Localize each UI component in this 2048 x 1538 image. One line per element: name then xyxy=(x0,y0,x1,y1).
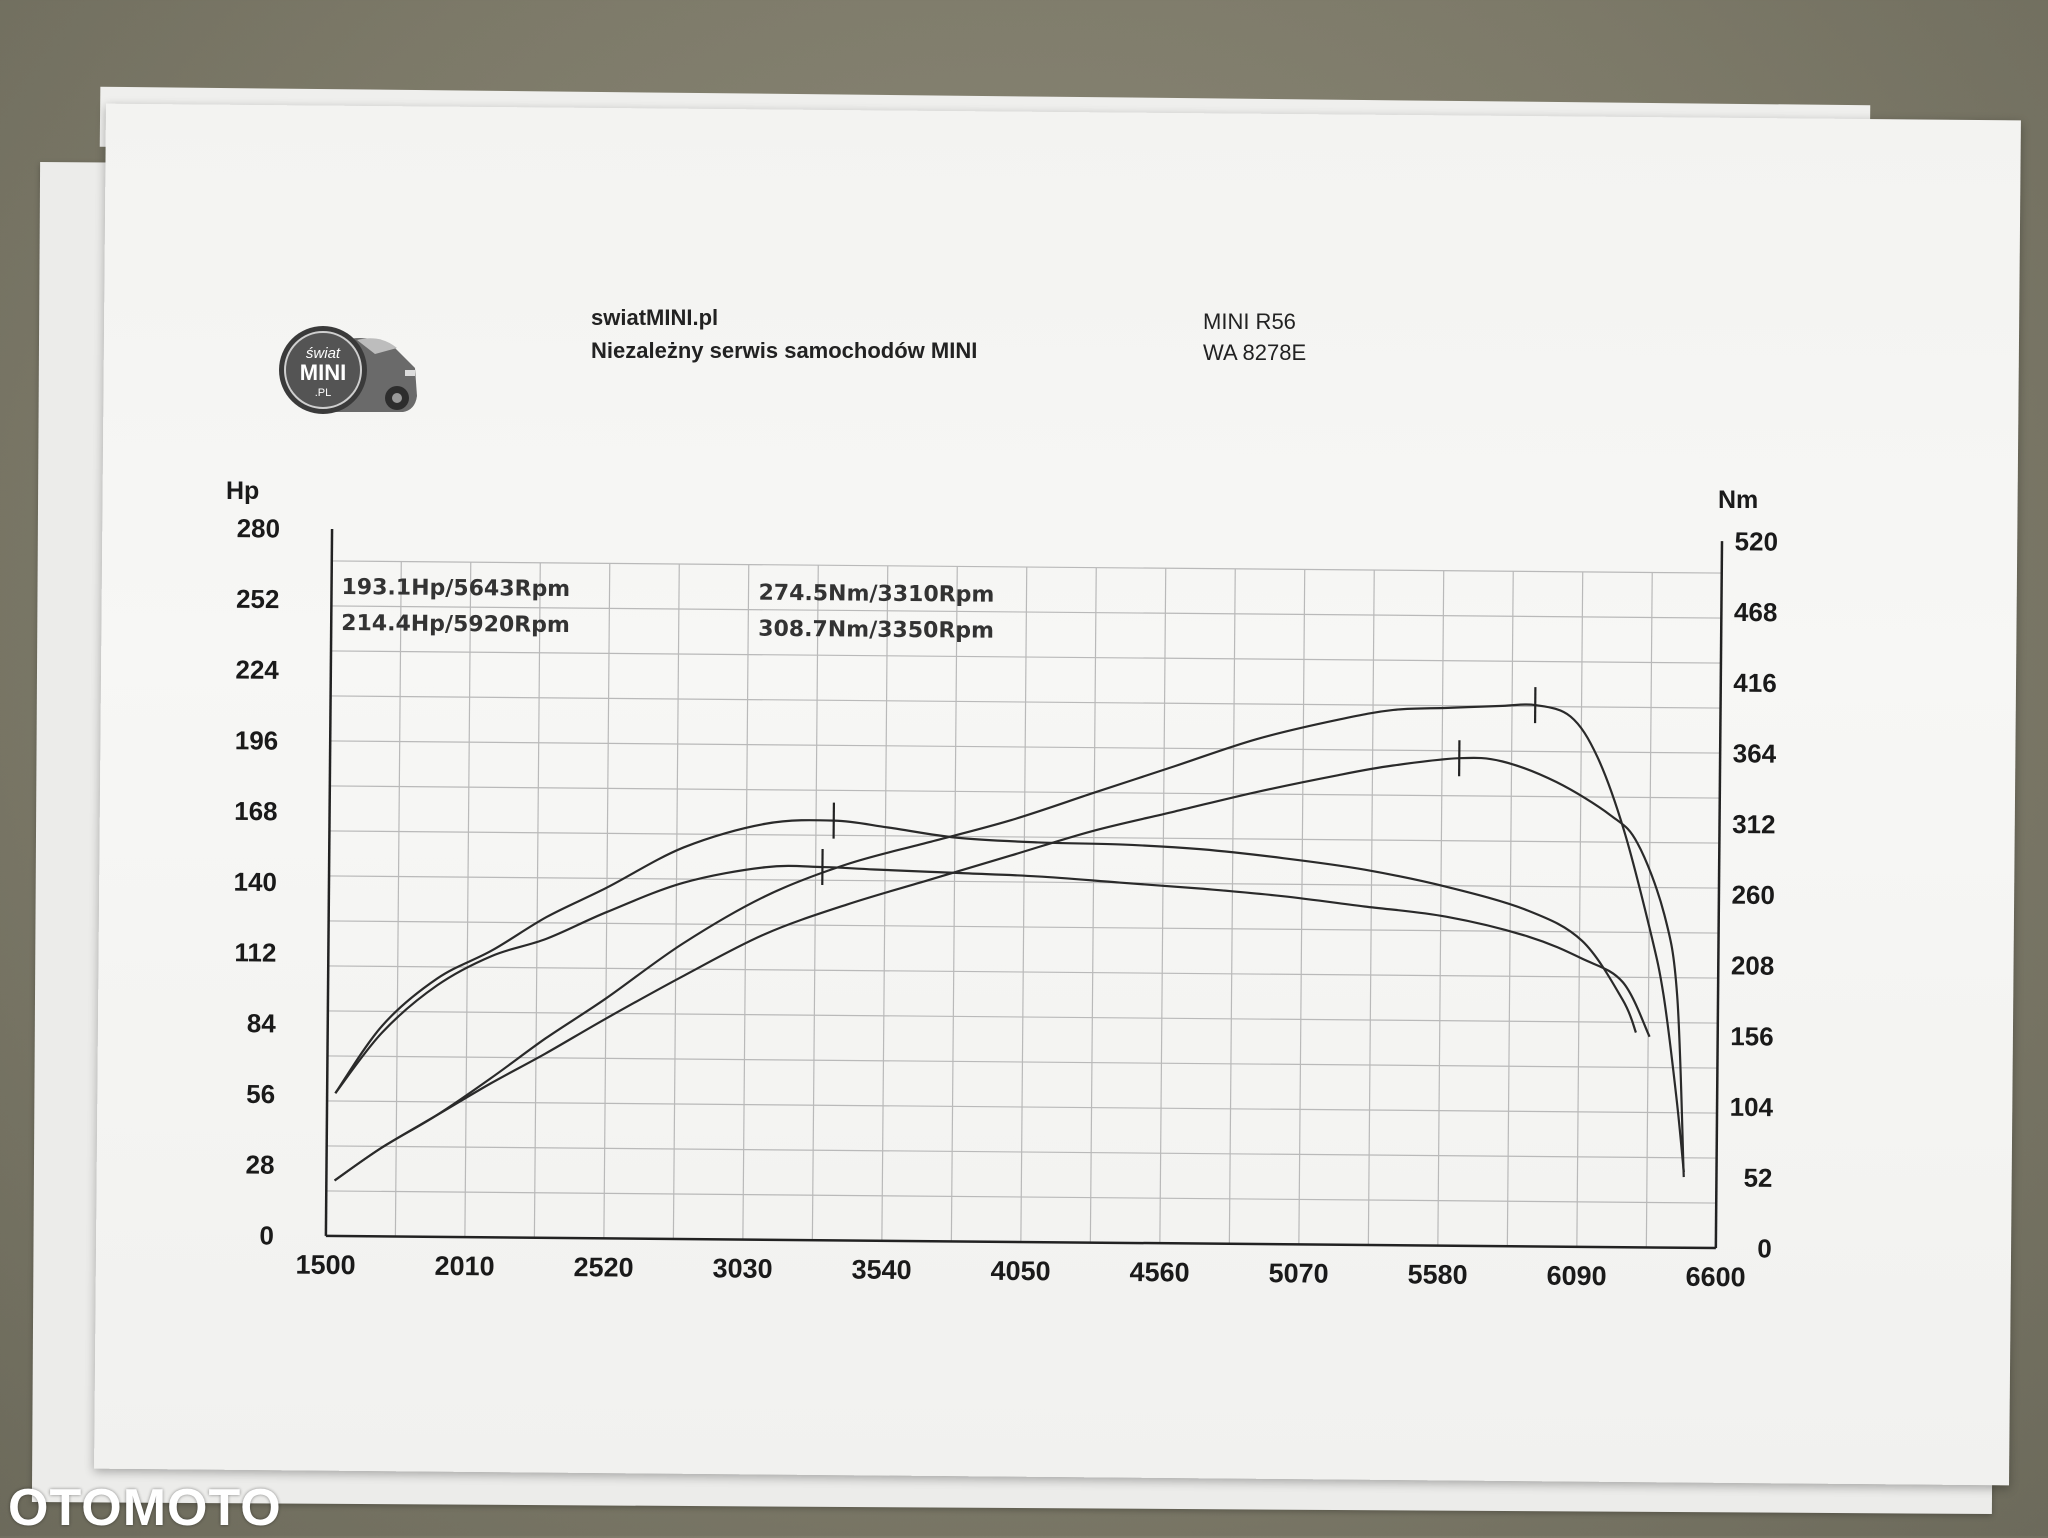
grid-line-vertical xyxy=(1160,568,1166,1243)
peak-annotation: 214.4Hp/5920Rpm xyxy=(341,611,570,638)
x-tick-label: 2010 xyxy=(434,1251,494,1282)
left-tick-label: 224 xyxy=(235,655,279,685)
x-tick-label: 6090 xyxy=(1546,1261,1606,1292)
right-tick-label: 0 xyxy=(1757,1233,1772,1263)
right-tick-label: 364 xyxy=(1733,738,1777,768)
power-curve-2 xyxy=(335,694,1688,1192)
right-tick-label: 416 xyxy=(1733,668,1777,698)
x-tick-label: 2520 xyxy=(573,1252,633,1283)
left-axis-line xyxy=(326,529,332,1236)
right-tick-label: 208 xyxy=(1731,950,1775,980)
grid-line-vertical xyxy=(1229,569,1235,1244)
grid-line-vertical xyxy=(1438,571,1444,1246)
right-tick-label: 312 xyxy=(1732,809,1776,839)
peak-annotation: 308.7Nm/3350Rpm xyxy=(758,617,994,644)
right-tick-label: 104 xyxy=(1730,1092,1774,1122)
right-tick-label: 520 xyxy=(1734,526,1778,556)
grid-line-vertical xyxy=(604,563,610,1238)
left-tick-label: 168 xyxy=(234,796,278,826)
peak-annotation: 274.5Nm/3310Rpm xyxy=(758,581,994,608)
x-tick-label: 4050 xyxy=(990,1256,1050,1287)
otomoto-watermark: OTOMOTO xyxy=(8,1478,282,1538)
right-tick-label: 468 xyxy=(1734,597,1778,627)
grid-line-vertical xyxy=(812,565,818,1240)
grid-line-vertical xyxy=(465,562,471,1237)
left-tick-label: 140 xyxy=(233,867,277,897)
x-tick-label: 6600 xyxy=(1685,1262,1745,1293)
left-tick-label: 280 xyxy=(237,513,281,543)
grid-line-vertical xyxy=(1299,569,1305,1244)
grid-line-vertical xyxy=(1090,568,1096,1243)
x-tick-label: 1500 xyxy=(295,1250,355,1281)
grid-line-vertical xyxy=(1577,572,1583,1247)
torque-curve-3 xyxy=(335,862,1651,1105)
x-tick-label: 5070 xyxy=(1268,1258,1328,1289)
left-tick-label: 112 xyxy=(234,937,276,967)
left-tick-label: 196 xyxy=(235,725,279,755)
right-tick-label: 156 xyxy=(1730,1021,1774,1051)
right-tick-label: 52 xyxy=(1743,1163,1772,1193)
right-axis-line xyxy=(1716,541,1722,1248)
grid-line-vertical xyxy=(673,564,679,1239)
x-tick-label: 4560 xyxy=(1129,1257,1189,1288)
grid-line-vertical xyxy=(743,565,749,1240)
left-tick-label: 252 xyxy=(236,584,280,614)
grid-line-vertical xyxy=(1646,572,1652,1247)
grid-line-vertical xyxy=(882,566,888,1241)
peak-annotation: 193.1Hp/5643Rpm xyxy=(341,575,570,602)
left-tick-label: 84 xyxy=(247,1008,277,1038)
x-tick-label: 3030 xyxy=(712,1253,772,1284)
grid-line-vertical xyxy=(534,563,540,1238)
left-tick-label: 56 xyxy=(246,1079,275,1109)
grid-line-vertical xyxy=(1021,567,1027,1242)
left-tick-label: 28 xyxy=(245,1150,274,1180)
right-tick-label: 260 xyxy=(1731,880,1775,910)
grid-line-vertical xyxy=(1507,571,1513,1246)
left-tick-label: 0 xyxy=(259,1220,274,1250)
grid-line-vertical xyxy=(951,566,957,1241)
x-tick-label: 3540 xyxy=(851,1255,911,1286)
x-tick-label: 5580 xyxy=(1407,1259,1467,1290)
